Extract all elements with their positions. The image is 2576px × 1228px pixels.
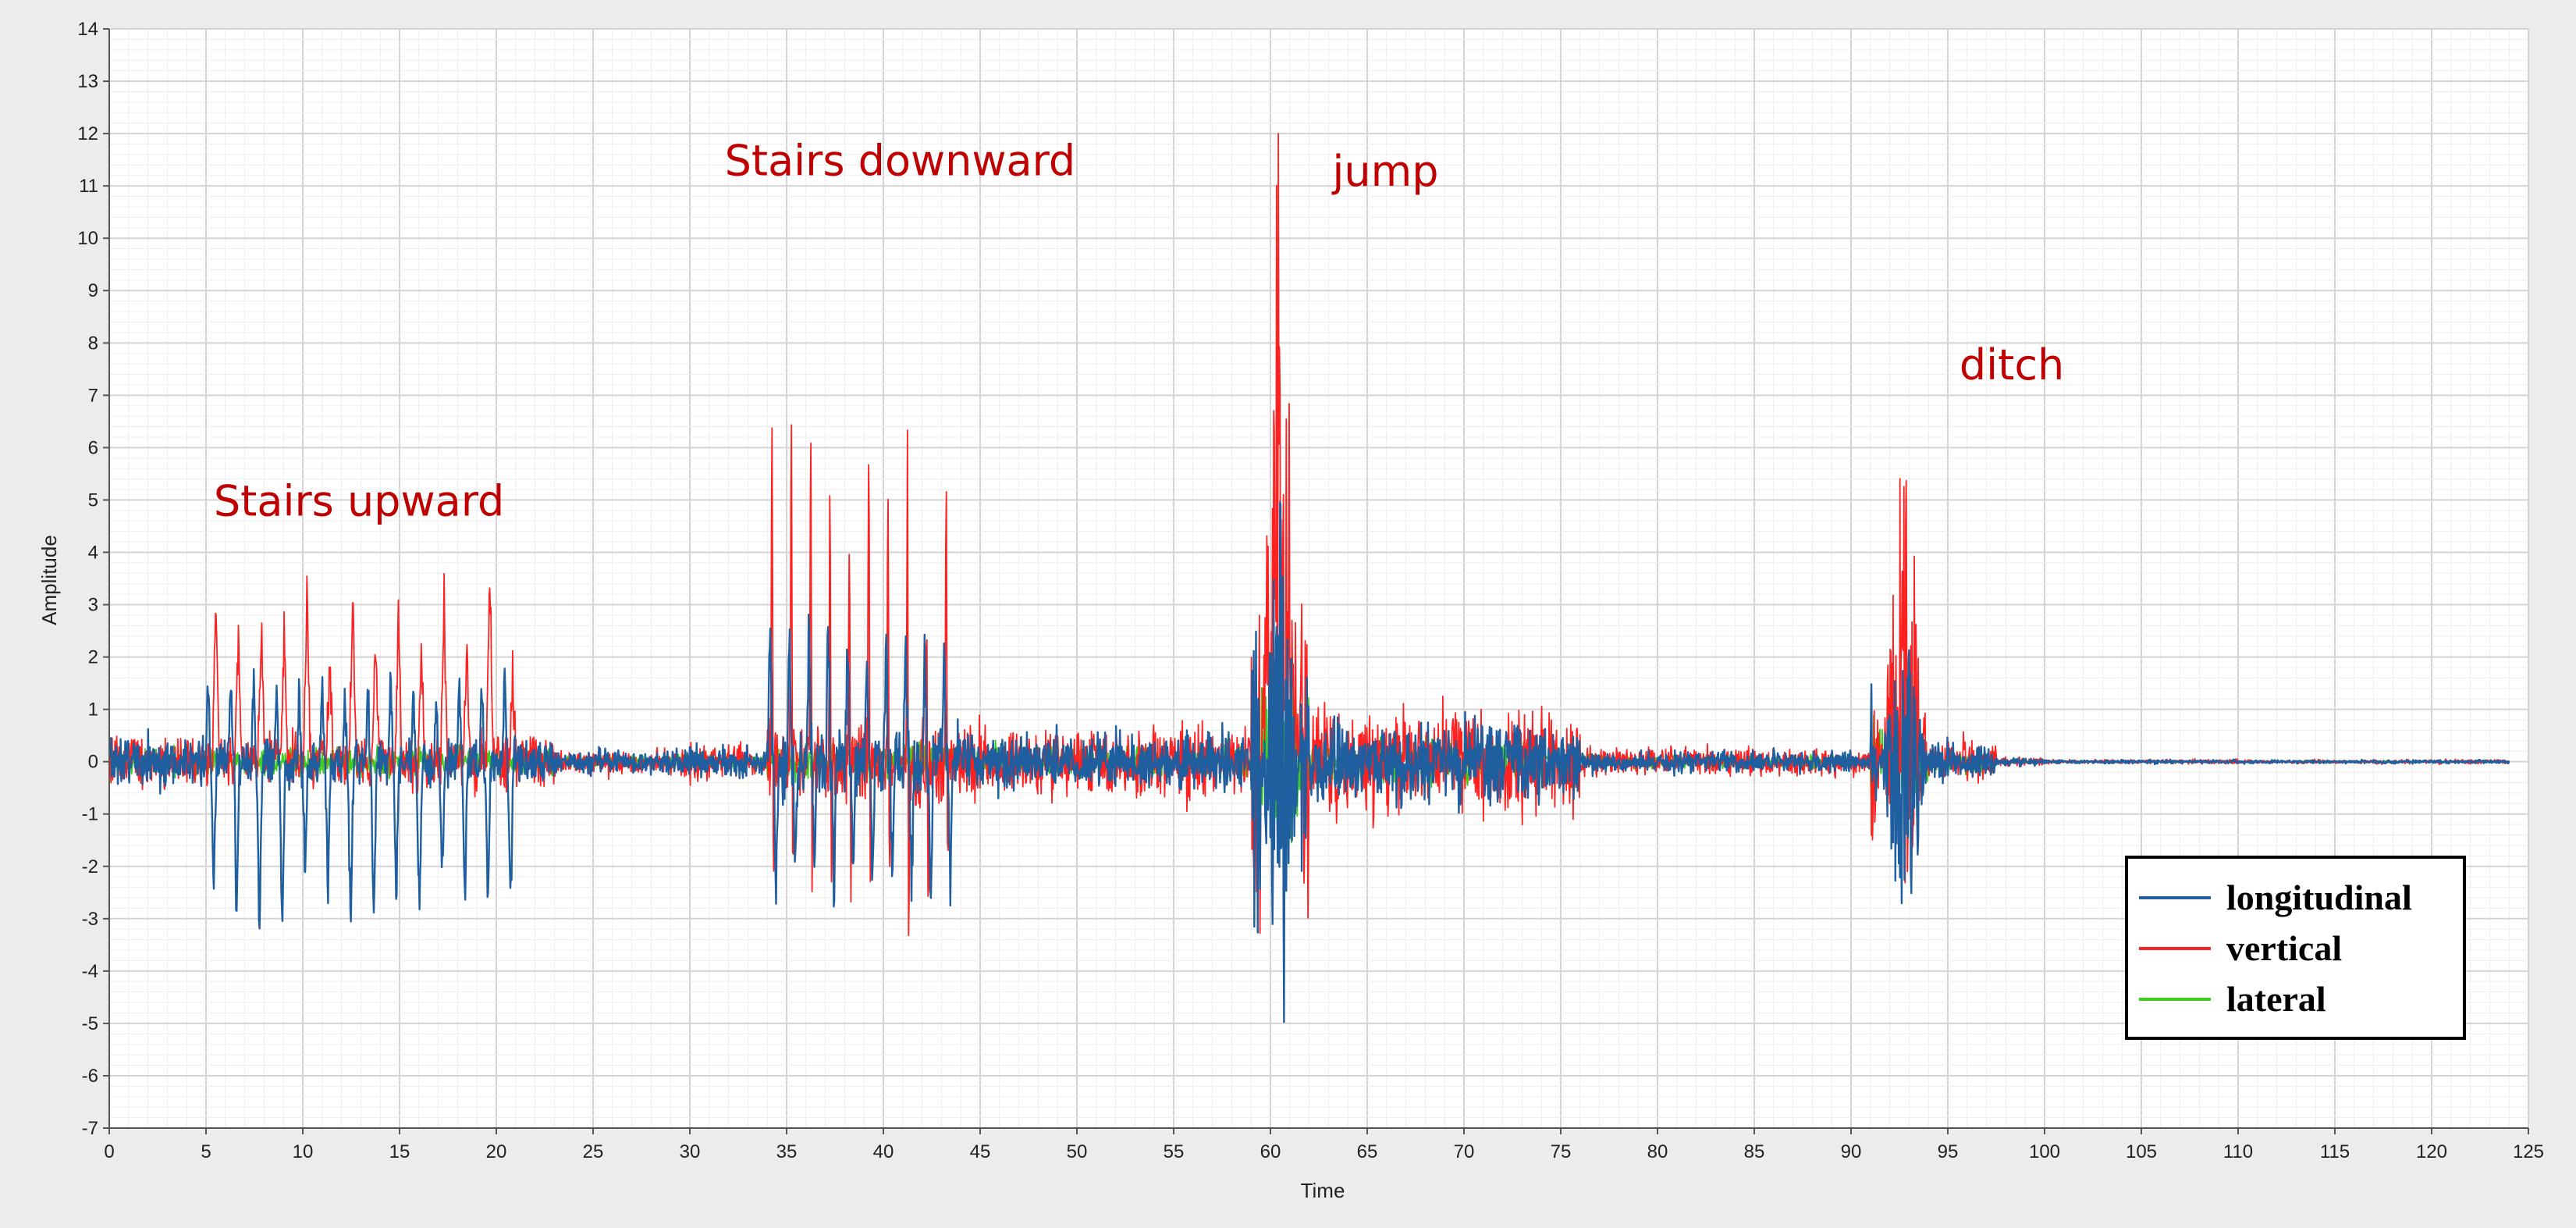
annotations: Stairs upward Stairs downward jump ditch xyxy=(214,137,2064,526)
y-tick-label: 10 xyxy=(77,228,98,249)
x-tick-label: 80 xyxy=(1647,1141,1668,1162)
x-tick-label: 70 xyxy=(1454,1141,1475,1162)
x-tick-label: 55 xyxy=(1164,1141,1185,1162)
legend-label-lateral: lateral xyxy=(2226,979,2326,1019)
series-layer xyxy=(108,133,2510,1023)
x-tick-label: 30 xyxy=(680,1141,701,1162)
x-tick-label: 5 xyxy=(201,1141,211,1162)
y-tick-label: 9 xyxy=(88,280,98,301)
x-tick-label: 95 xyxy=(1938,1141,1959,1162)
x-tick-label: 10 xyxy=(293,1141,314,1162)
x-tick-label: 60 xyxy=(1260,1141,1281,1162)
y-tick-label: 13 xyxy=(77,71,98,92)
y-axis-title: Amplitude xyxy=(37,535,61,625)
y-tick-label: -7 xyxy=(82,1118,98,1139)
y-tick-label: 7 xyxy=(88,385,98,406)
y-tick-label: -3 xyxy=(82,909,98,930)
y-tick-label: 14 xyxy=(77,19,98,40)
x-tick-label: 115 xyxy=(2320,1141,2350,1162)
axes: 0 5 10 15 20 25 30 35 40 45 50 55 60 65 70 75 80 85 90 95 10… xyxy=(77,19,2544,1162)
annotation-label: Stairs upward xyxy=(214,477,504,526)
x-tick-label: 50 xyxy=(1067,1141,1088,1162)
x-tick-label: 90 xyxy=(1841,1141,1862,1162)
x-tick-label: 25 xyxy=(583,1141,604,1162)
y-tick-label: 4 xyxy=(88,542,98,563)
y-tick-label: 5 xyxy=(88,489,98,511)
y-tick-label: 11 xyxy=(79,176,98,197)
grid xyxy=(108,28,2529,1129)
annotation-label: ditch xyxy=(1960,340,2064,390)
legend-label-longitudinal: longitudinal xyxy=(2226,877,2412,917)
x-axis-title: Time xyxy=(1301,1179,1345,1202)
annotation-label: jump xyxy=(1331,147,1438,196)
x-tick-label: 125 xyxy=(2513,1141,2544,1162)
x-tick-label: 45 xyxy=(970,1141,991,1162)
series-line-longitudinal xyxy=(108,500,2510,1023)
y-tick-label: -1 xyxy=(82,804,98,825)
x-tick-label: 85 xyxy=(1744,1141,1765,1162)
y-tick-label: 6 xyxy=(88,437,98,458)
x-tick-label: 65 xyxy=(1357,1141,1378,1162)
y-tick-label: 0 xyxy=(88,752,98,773)
legend: longitudinal vertical lateral xyxy=(2125,856,2466,1040)
y-tick-label: 2 xyxy=(88,647,98,668)
x-tick-label: 75 xyxy=(1551,1141,1572,1162)
y-tick-label: -6 xyxy=(82,1066,98,1087)
legend-label-vertical: vertical xyxy=(2226,928,2342,968)
x-tick-label: 20 xyxy=(486,1141,507,1162)
y-tick-label: 12 xyxy=(77,123,98,144)
x-tick-label: 110 xyxy=(2223,1141,2253,1162)
annotation-label: Stairs downward xyxy=(725,137,1076,186)
y-tick-label: -2 xyxy=(82,856,98,877)
y-tick-label: 3 xyxy=(88,595,98,616)
y-tick-label: -5 xyxy=(82,1013,98,1034)
x-tick-label: 40 xyxy=(873,1141,894,1162)
y-tick-label: -4 xyxy=(82,961,98,982)
x-tick-label: 15 xyxy=(389,1141,410,1162)
y-tick-label: 8 xyxy=(88,333,98,354)
x-tick-label: 0 xyxy=(104,1141,114,1162)
x-tick-label: 100 xyxy=(2029,1141,2060,1162)
x-tick-label: 105 xyxy=(2126,1141,2157,1162)
x-tick-label: 120 xyxy=(2416,1141,2447,1162)
y-tick-label: 1 xyxy=(88,699,98,721)
x-tick-label: 35 xyxy=(776,1141,798,1162)
